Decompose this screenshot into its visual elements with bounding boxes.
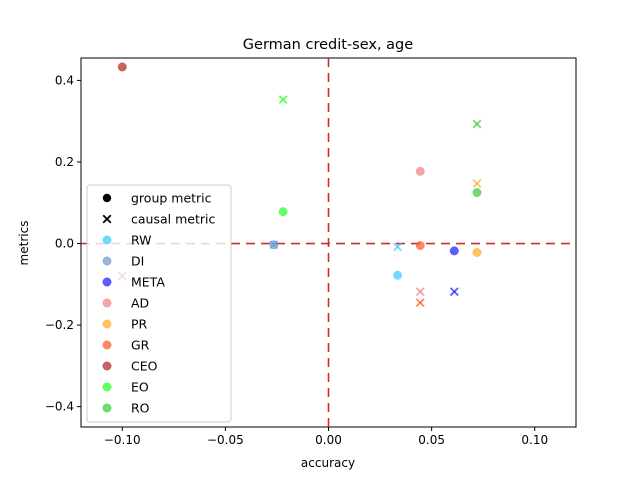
point-rw-group-metric	[393, 270, 403, 280]
legend-box	[86, 184, 232, 423]
y-tick-label: −0.2	[45, 318, 74, 332]
point-rw-causal-metric	[393, 242, 403, 252]
legend-marker-group-metric	[102, 193, 112, 203]
legend-marker-pr	[102, 319, 112, 329]
point-ad-causal-metric	[415, 287, 425, 297]
legend-label: GR	[131, 338, 150, 353]
x-tick-label: −0.10	[104, 433, 141, 447]
point-di-causal-metric	[269, 240, 279, 250]
x-marker-stroke	[393, 242, 403, 252]
x-marker-stroke	[278, 95, 288, 105]
y-axis: −0.4 −0.2 0.0 0.2 0.4	[45, 73, 81, 414]
x-tick-label: 0.00	[315, 433, 342, 447]
legend-marker-causal-metric	[102, 214, 112, 224]
legend-label: EO	[131, 380, 149, 395]
legend-marker-di	[102, 256, 112, 266]
point-ceo-group-metric	[117, 62, 127, 72]
legend-label: META	[131, 275, 165, 290]
legend-label: RW	[131, 233, 152, 248]
x-axis-label: accuracy	[301, 456, 355, 470]
legend-label: PR	[131, 317, 148, 332]
y-axis-label: metrics	[17, 221, 31, 266]
legend-label: AD	[131, 296, 149, 311]
x-marker-stroke	[472, 119, 482, 129]
x-tick-label: −0.05	[207, 433, 244, 447]
point-gr-causal-metric	[415, 298, 425, 308]
point-pr-causal-metric	[472, 179, 482, 189]
point-meta-group-metric	[449, 246, 459, 256]
legend-label: group metric	[131, 191, 212, 206]
y-tick-label: 0.0	[55, 237, 74, 251]
y-tick-label: 0.2	[55, 155, 74, 169]
point-eo-group-metric	[278, 207, 288, 217]
x-marker-stroke	[102, 214, 112, 224]
x-axis: −0.10 −0.05 0.00 0.05 0.10	[104, 427, 548, 447]
x-marker-stroke	[415, 298, 425, 308]
legend-marker-eo	[102, 382, 112, 392]
point-ad-group-metric	[415, 166, 425, 176]
legend-marker-meta	[102, 277, 112, 287]
legend-marker-gr	[102, 340, 112, 350]
point-pr-group-metric	[472, 248, 482, 257]
legend-marker-rw	[102, 235, 112, 245]
x-marker-stroke	[449, 287, 459, 297]
chart-title: German credit-sex, age	[243, 37, 413, 53]
x-marker-stroke	[415, 287, 425, 297]
legend-label: DI	[131, 254, 144, 269]
legend-marker-ceo	[102, 361, 112, 371]
legend-label: causal metric	[131, 212, 215, 227]
x-marker-stroke	[269, 240, 279, 250]
point-ro-group-metric	[472, 188, 482, 198]
x-tick-label: 0.05	[418, 433, 445, 447]
point-gr-group-metric	[415, 241, 425, 251]
point-meta-causal-metric	[449, 287, 459, 297]
x-tick-label: 0.10	[521, 433, 548, 447]
x-marker-stroke	[472, 179, 482, 189]
legend-marker-ro	[102, 403, 112, 413]
y-tick-label: −0.4	[45, 400, 74, 414]
y-tick-label: 0.4	[55, 73, 74, 87]
legend-label: CEO	[131, 359, 158, 374]
point-ro-causal-metric	[472, 119, 482, 129]
legend-label: RO	[131, 401, 150, 416]
legend: group metric causal metric RW DI META AD PR GR C…	[86, 184, 232, 423]
legend-marker-ad	[102, 298, 112, 308]
point-eo-causal-metric	[278, 95, 288, 105]
